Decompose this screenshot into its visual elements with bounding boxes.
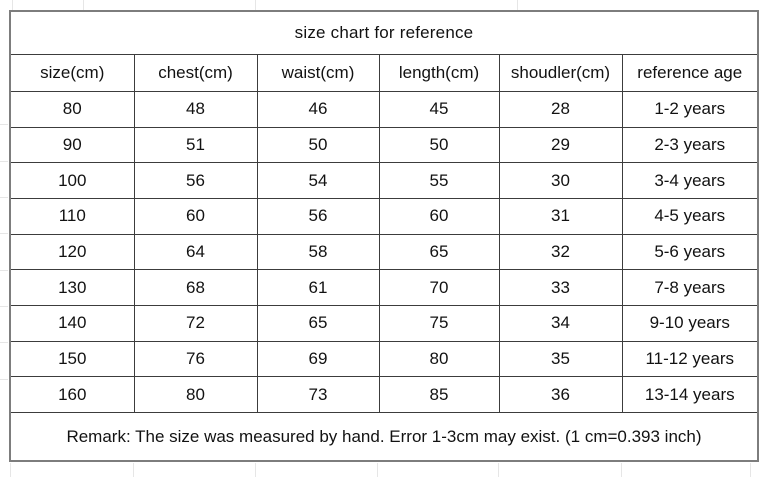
remark-row: Remark: The size was measured by hand. E… bbox=[9, 412, 759, 462]
column-header-6: reference age bbox=[621, 54, 759, 92]
table-cell: 160 bbox=[9, 376, 135, 413]
table-cell: 46 bbox=[256, 91, 380, 128]
table-cell: 56 bbox=[133, 162, 258, 199]
table-row: 90 51 50 50 29 2-3 years bbox=[9, 126, 759, 164]
gridline-tick bbox=[377, 463, 378, 477]
table-row: 80 48 46 45 28 1-2 years bbox=[9, 91, 759, 128]
gridline-tick bbox=[0, 270, 8, 271]
column-header-5: shoudler(cm) bbox=[498, 54, 623, 92]
table-row: 120 64 58 65 32 5-6 years bbox=[9, 233, 759, 271]
gridline-tick bbox=[255, 463, 256, 477]
table-cell: 2-3 years bbox=[621, 126, 759, 164]
table-cell: 73 bbox=[256, 376, 380, 413]
gridline-tick bbox=[83, 0, 84, 10]
table-cell: 140 bbox=[9, 304, 135, 342]
table-cell: 76 bbox=[133, 340, 258, 378]
table-cell: 30 bbox=[498, 162, 623, 199]
gridline-tick bbox=[517, 0, 518, 10]
table-cell: 48 bbox=[133, 91, 258, 128]
gridline-tick bbox=[498, 463, 499, 477]
table-cell: 54 bbox=[256, 162, 380, 199]
table-cell: 80 bbox=[9, 91, 135, 128]
gridline-tick bbox=[255, 0, 256, 10]
table-cell: 50 bbox=[378, 126, 500, 164]
table-cell: 60 bbox=[378, 197, 500, 235]
table-cell: 34 bbox=[498, 304, 623, 342]
table-cell: 55 bbox=[378, 162, 500, 199]
table-cell: 61 bbox=[256, 269, 380, 306]
table-remark: Remark: The size was measured by hand. E… bbox=[9, 412, 759, 462]
table-cell: 7-8 years bbox=[621, 269, 759, 306]
table-cell: 11-12 years bbox=[621, 340, 759, 378]
table-cell: 150 bbox=[9, 340, 135, 378]
table-body: 80 48 46 45 28 1-2 years 90 51 50 50 29 2-3 years 10… bbox=[9, 91, 759, 413]
table-row: 110 60 56 60 31 4-5 years bbox=[9, 197, 759, 235]
gridline-tick bbox=[0, 233, 8, 234]
table-cell: 58 bbox=[256, 233, 380, 271]
table-cell: 1-2 years bbox=[621, 91, 759, 128]
table-cell: 100 bbox=[9, 162, 135, 199]
gridline-tick bbox=[621, 463, 622, 477]
table-row: 130 68 61 70 33 7-8 years bbox=[9, 269, 759, 306]
table-row: 160 80 73 85 36 13-14 years bbox=[9, 376, 759, 413]
title-row: size chart for reference bbox=[9, 10, 759, 55]
column-header-1: size(cm) bbox=[9, 54, 135, 92]
table-cell: 75 bbox=[378, 304, 500, 342]
table-cell: 120 bbox=[9, 233, 135, 271]
size-chart-table: size chart for reference size(cm) chest(c… bbox=[9, 10, 759, 462]
gridline-tick bbox=[10, 463, 11, 477]
gridline-tick bbox=[0, 379, 8, 380]
table-cell: 56 bbox=[256, 197, 380, 235]
gridline-tick bbox=[0, 306, 8, 307]
column-header-4: length(cm) bbox=[378, 54, 500, 92]
gridline-tick bbox=[0, 124, 8, 125]
gridline-tick bbox=[0, 197, 8, 198]
table-cell: 69 bbox=[256, 340, 380, 378]
table-cell: 36 bbox=[498, 376, 623, 413]
table-cell: 51 bbox=[133, 126, 258, 164]
table-cell: 4-5 years bbox=[621, 197, 759, 235]
table-cell: 31 bbox=[498, 197, 623, 235]
table-row: 150 76 69 80 35 11-12 years bbox=[9, 340, 759, 378]
table-cell: 65 bbox=[256, 304, 380, 342]
table-cell: 80 bbox=[378, 340, 500, 378]
table-cell: 90 bbox=[9, 126, 135, 164]
table-cell: 32 bbox=[498, 233, 623, 271]
gridline-tick bbox=[0, 342, 8, 343]
table-cell: 45 bbox=[378, 91, 500, 128]
table-cell: 68 bbox=[133, 269, 258, 306]
table-cell: 60 bbox=[133, 197, 258, 235]
table-cell: 70 bbox=[378, 269, 500, 306]
table-cell: 80 bbox=[133, 376, 258, 413]
table-cell: 13-14 years bbox=[621, 376, 759, 413]
table-title: size chart for reference bbox=[9, 10, 759, 55]
table-cell: 72 bbox=[133, 304, 258, 342]
table-cell: 33 bbox=[498, 269, 623, 306]
column-header-3: waist(cm) bbox=[256, 54, 380, 92]
table-cell: 28 bbox=[498, 91, 623, 128]
table-header-row: size(cm) chest(cm) waist(cm) length(cm) shou… bbox=[9, 54, 759, 92]
table-row: 140 72 65 75 34 9-10 years bbox=[9, 304, 759, 342]
table-cell: 65 bbox=[378, 233, 500, 271]
table-cell: 5-6 years bbox=[621, 233, 759, 271]
table-cell: 50 bbox=[256, 126, 380, 164]
table-cell: 64 bbox=[133, 233, 258, 271]
table-cell: 110 bbox=[9, 197, 135, 235]
column-header-2: chest(cm) bbox=[133, 54, 258, 92]
table-cell: 29 bbox=[498, 126, 623, 164]
table-cell: 85 bbox=[378, 376, 500, 413]
table-cell: 35 bbox=[498, 340, 623, 378]
gridline-tick bbox=[0, 161, 8, 162]
gridline-tick bbox=[12, 0, 13, 10]
table-row: 100 56 54 55 30 3-4 years bbox=[9, 162, 759, 199]
table-cell: 9-10 years bbox=[621, 304, 759, 342]
gridline-tick bbox=[133, 463, 134, 477]
table-cell: 130 bbox=[9, 269, 135, 306]
table-cell: 3-4 years bbox=[621, 162, 759, 199]
gridline-tick bbox=[750, 463, 751, 477]
